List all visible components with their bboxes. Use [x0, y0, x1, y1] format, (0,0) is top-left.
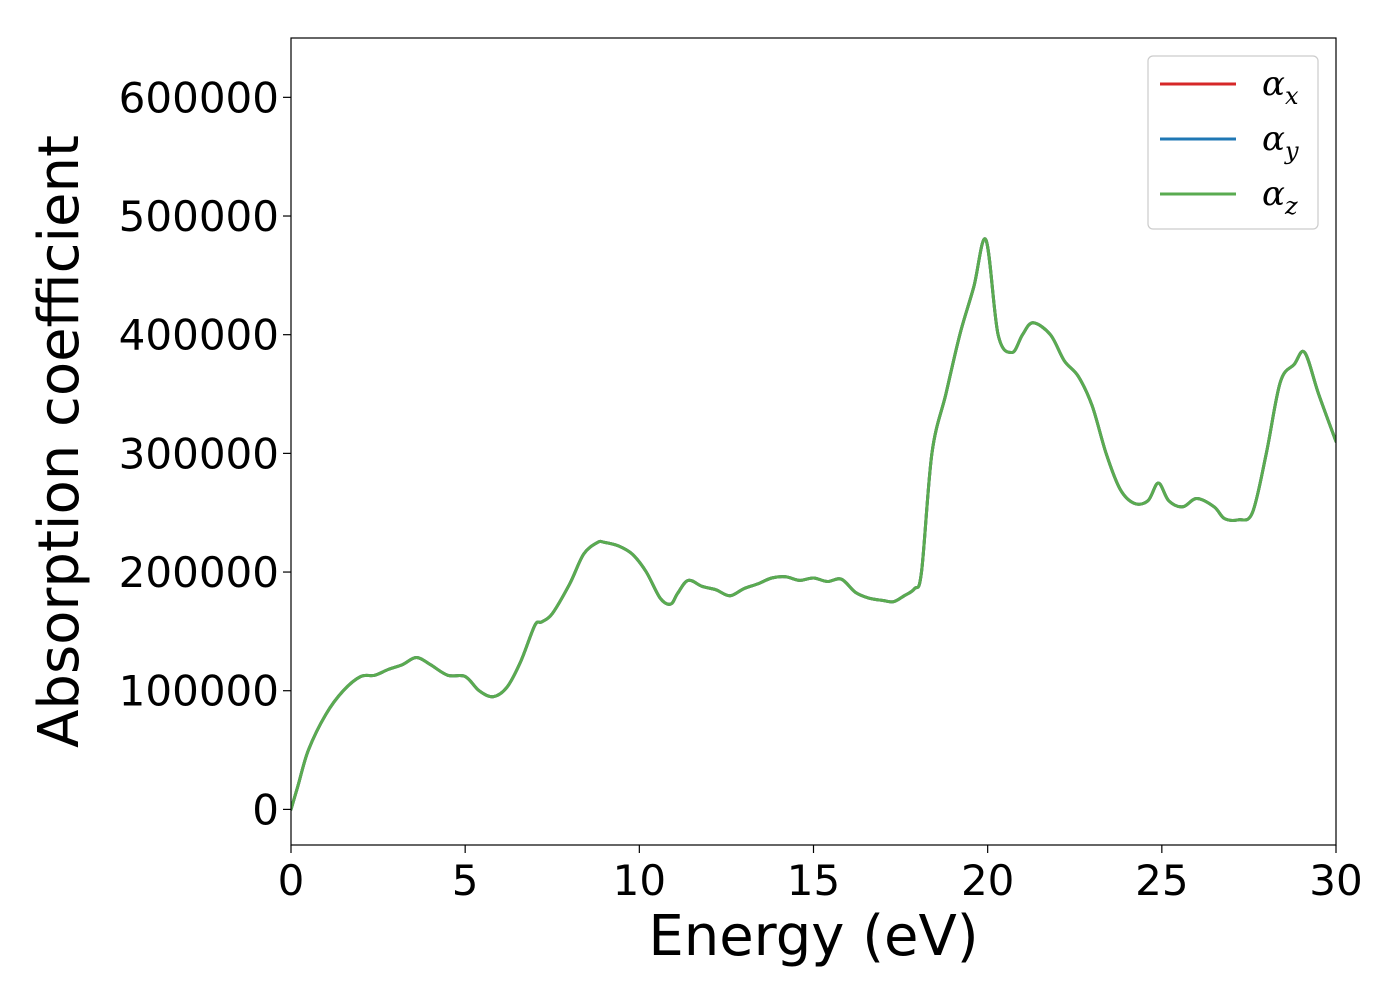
y-tick-label: 400000	[119, 311, 279, 360]
series-layer	[291, 237, 1336, 811]
series-line-alpha-x	[291, 237, 1336, 811]
x-axis-ticks: 0 5 10 15 20 25 30	[278, 845, 1363, 905]
y-tick-label: 500000	[119, 192, 279, 241]
x-tick-label: 25	[1135, 856, 1188, 905]
x-tick-label: 0	[278, 856, 305, 905]
series-line-alpha-z	[291, 237, 1336, 811]
legend-box	[1147, 55, 1319, 230]
y-tick-label: 200000	[119, 548, 279, 597]
y-tick-label: 300000	[119, 429, 279, 478]
x-axis-label: Energy (eV)	[648, 904, 978, 969]
y-axis-ticks: 0 100000 200000 300000 400000 500000 600000	[119, 73, 291, 834]
x-tick-label: 15	[787, 856, 840, 905]
y-tick-label: 100000	[119, 667, 279, 716]
x-tick-label: 10	[613, 856, 666, 905]
x-tick-label: 5	[452, 856, 479, 905]
y-axis-label: Absorption coefficient	[27, 135, 92, 748]
x-tick-label: 20	[961, 856, 1014, 905]
x-tick-label: 30	[1309, 856, 1362, 905]
y-tick-label: 0	[252, 785, 279, 834]
y-tick-label: 600000	[119, 73, 279, 122]
series-line-alpha-y	[291, 237, 1336, 811]
